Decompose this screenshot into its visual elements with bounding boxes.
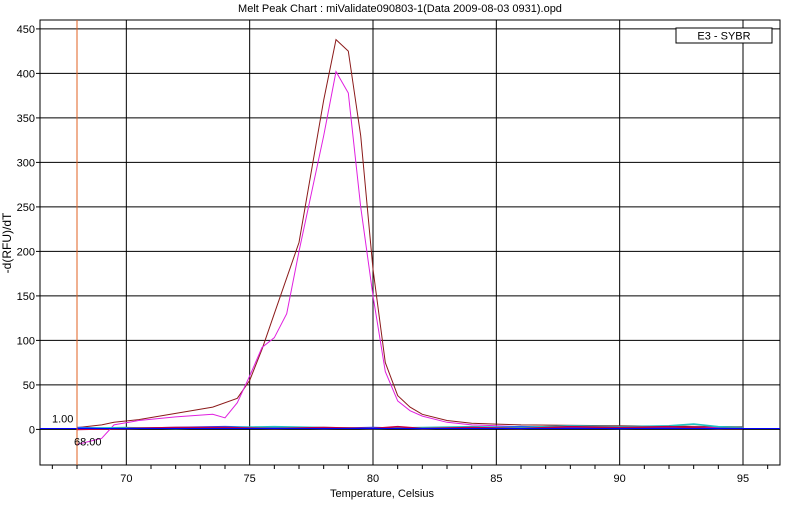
legend-box (675, 27, 773, 44)
y-tick-label: 200 (17, 246, 35, 258)
x-tick-label: 75 (244, 473, 256, 485)
threshold-label: 1.00 (52, 414, 73, 426)
series-line-1 (76, 38, 744, 429)
y-tick-label: 100 (17, 335, 35, 347)
grid-lines (40, 20, 780, 465)
temperature-marker-label: 68.00 (74, 436, 102, 448)
legend-entry: E3 - SYBR (697, 31, 750, 43)
x-tick-label: 95 (737, 473, 749, 485)
y-tick-label: 0 (29, 424, 35, 436)
x-tick-label: 70 (120, 473, 132, 485)
y-tick-label: 400 (17, 68, 35, 80)
y-tick-label: 150 (17, 291, 35, 303)
plot-area (39, 19, 781, 466)
y-tick-label: 350 (17, 113, 35, 125)
y-tick-label: 450 (17, 24, 35, 36)
y-tick-label: 300 (17, 157, 35, 169)
y-axis-label: -d(RFU)/dT (0, 212, 14, 273)
x-tick-label: 80 (367, 473, 379, 485)
y-tick-label: 250 (17, 202, 35, 214)
x-tick-label: 90 (614, 473, 626, 485)
x-tick-label: 85 (490, 473, 502, 485)
series-line-5 (76, 425, 743, 431)
axis-ticks: 70 75 80 85 90 95 0 50 100 150 200 250 300 350 400 450 (17, 24, 769, 485)
x-axis-label: Temperature, Celsius (330, 488, 434, 500)
y-tick-label: 50 (23, 380, 35, 392)
chart-title: Melt Peak Chart : miValidate090803-1(Dat… (238, 3, 562, 15)
legend: E3 - SYBR (675, 27, 773, 44)
series-line-2 (76, 70, 744, 445)
